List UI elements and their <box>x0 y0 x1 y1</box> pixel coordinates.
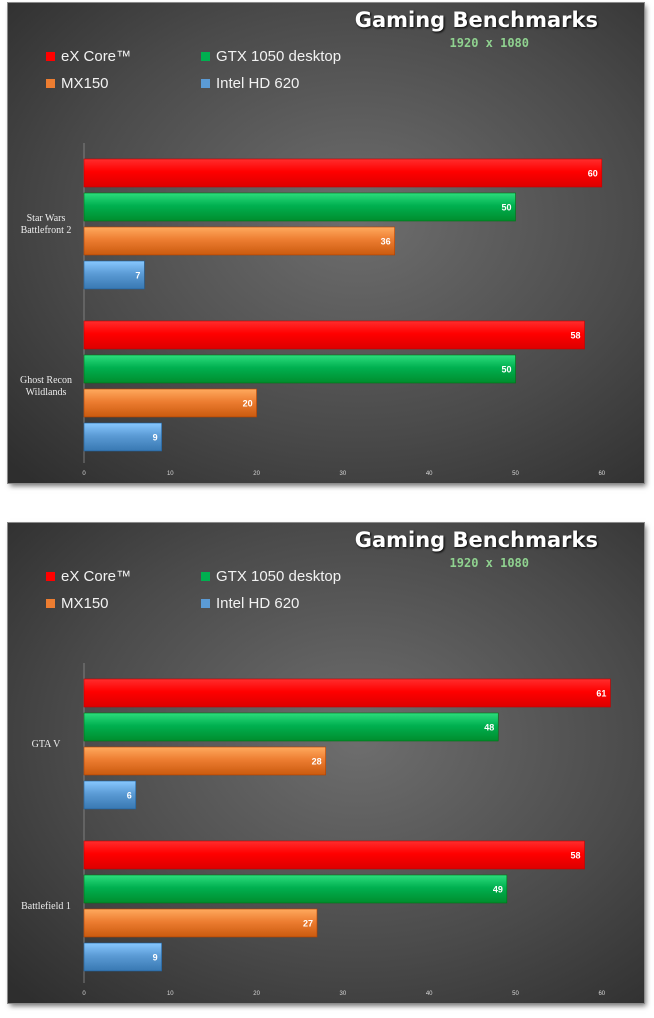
bar-gta-v-mx150 <box>83 746 326 776</box>
legend-item-intel-hd-620: Intel HD 620 <box>201 73 299 93</box>
x-tick-label: 40 <box>426 471 433 477</box>
bar-battlefield-1-mx150 <box>83 908 318 938</box>
data-label: 58 <box>571 851 581 861</box>
x-tick-label: 50 <box>512 471 519 477</box>
legend-item-intel-hd-620: Intel HD 620 <box>201 593 299 613</box>
data-label: 28 <box>312 757 322 767</box>
legend-swatch-blue <box>201 78 210 88</box>
legend-swatch-orange <box>46 598 55 608</box>
bar-ghost-recon-wildlands-intel-hd-620 <box>83 422 162 452</box>
x-tick-label: 0 <box>82 991 86 997</box>
category-label: Battlefield 1 <box>21 901 71 912</box>
bar-battlefield-1-gtx-1050-desktop <box>83 874 508 904</box>
data-label: 7 <box>135 271 140 281</box>
chart-title: Gaming Benchmarks <box>354 8 598 32</box>
chart-subtitle: 1920 x 1080 <box>449 556 529 570</box>
chart-legend: eX Core™ GTX 1050 desktop MX150 Intel HD… <box>46 566 446 616</box>
x-tick-label: 60 <box>598 991 605 997</box>
data-label: 48 <box>484 723 494 733</box>
x-tick-label: 40 <box>426 991 433 997</box>
x-tick-label: 0 <box>82 471 86 477</box>
legend-label: MX150 <box>61 594 109 612</box>
legend-label: GTX 1050 desktop <box>216 47 342 65</box>
bar-gta-v-gtx-1050-desktop <box>83 712 499 742</box>
data-label: 9 <box>153 433 158 443</box>
chart-subtitle: 1920 x 1080 <box>449 36 529 50</box>
legend-swatch-blue <box>201 598 210 608</box>
legend-swatch-green <box>201 51 210 61</box>
x-tick-label: 30 <box>340 471 347 477</box>
legend-label: eX Core™ <box>61 567 132 585</box>
benchmark-chart-panel-1: Gaming Benchmarks 1920 x 1080 eX Core™ G… <box>7 2 645 484</box>
chart-title: Gaming Benchmarks <box>354 528 598 552</box>
data-label: 27 <box>303 919 313 929</box>
data-label: 36 <box>381 237 391 247</box>
legend-swatch-green <box>201 571 210 581</box>
x-tick-label: 60 <box>598 471 605 477</box>
x-tick-label: 10 <box>167 991 174 997</box>
x-tick-label: 30 <box>340 991 347 997</box>
x-tick-label: 20 <box>253 991 260 997</box>
data-label: 58 <box>571 331 581 341</box>
benchmark-chart-panel-2: Gaming Benchmarks 1920 x 1080 eX Core™ G… <box>7 522 645 1004</box>
data-label: 61 <box>596 689 606 699</box>
category-label: Ghost Recon Wildlands <box>20 375 72 398</box>
bar-star-wars-battlefront-2-gtx-1050-desktop <box>83 192 516 222</box>
bar-ghost-recon-wildlands-gtx-1050-desktop <box>83 354 516 384</box>
bar-plot-area: 0 10 20 30 40 50 60 60 50 36 7 Star Wars Battlefront… <box>20 143 606 477</box>
data-label: 9 <box>153 953 158 963</box>
bar-plot-area: 0 10 20 30 40 50 60 61 48 28 6 GTA V 58 49 27 9 Battlefi… <box>21 663 611 997</box>
legend-label: eX Core™ <box>61 47 132 65</box>
bar-battlefield-1-ex-core <box>83 840 585 870</box>
bar-ghost-recon-wildlands-ex-core <box>83 320 585 350</box>
legend-item-gtx-1050: GTX 1050 desktop <box>201 46 341 66</box>
bar-gta-v-intel-hd-620 <box>83 780 137 810</box>
legend-item-ex-core: eX Core™ <box>46 566 131 586</box>
data-label: 6 <box>127 791 132 801</box>
legend-swatch-orange <box>46 78 55 88</box>
x-tick-label: 10 <box>167 471 174 477</box>
legend-item-mx150: MX150 <box>46 593 109 613</box>
legend-item-mx150: MX150 <box>46 73 109 93</box>
data-label: 49 <box>493 885 503 895</box>
data-label: 50 <box>501 203 511 213</box>
bar-star-wars-battlefront-2-mx150 <box>83 226 395 256</box>
category-label: Star Wars Battlefront 2 <box>21 213 72 236</box>
legend-label: GTX 1050 desktop <box>216 567 342 585</box>
data-label: 60 <box>588 169 598 179</box>
x-tick-label: 50 <box>512 991 519 997</box>
bar-ghost-recon-wildlands-mx150 <box>83 388 257 418</box>
legend-item-ex-core: eX Core™ <box>46 46 131 66</box>
data-label: 20 <box>243 399 253 409</box>
chart-legend: eX Core™ GTX 1050 desktop MX150 Intel HD… <box>46 46 446 96</box>
legend-swatch-red <box>46 571 55 581</box>
bar-battlefield-1-intel-hd-620 <box>83 942 162 972</box>
legend-swatch-red <box>46 51 55 61</box>
bar-star-wars-battlefront-2-intel-hd-620 <box>83 260 145 290</box>
legend-label: MX150 <box>61 74 109 92</box>
data-label: 50 <box>501 365 511 375</box>
x-tick-label: 20 <box>253 471 260 477</box>
legend-label: Intel HD 620 <box>216 74 300 92</box>
legend-label: Intel HD 620 <box>216 594 300 612</box>
bar-star-wars-battlefront-2-ex-core <box>83 158 603 188</box>
category-label: GTA V <box>32 739 62 750</box>
bar-gta-v-ex-core <box>83 678 611 708</box>
legend-item-gtx-1050: GTX 1050 desktop <box>201 566 341 586</box>
